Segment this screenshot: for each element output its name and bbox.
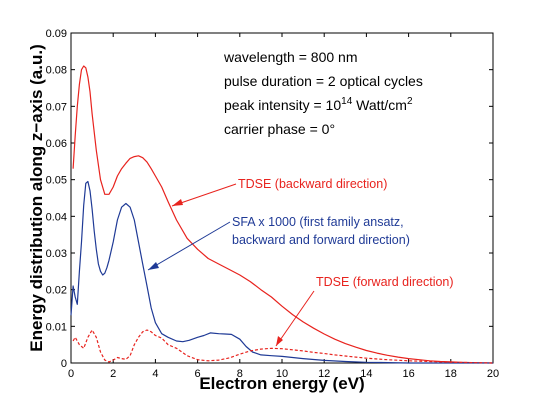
y-tick-label: 0.05: [46, 175, 67, 187]
arrow-sfa: [147, 221, 231, 271]
x-tick-label: 12: [318, 368, 330, 380]
x-tick-label: 16: [402, 368, 414, 380]
info-wavelength: wavelength = 800 nm: [223, 49, 357, 65]
x-tick-label: 2: [110, 368, 116, 380]
parameter-info: wavelength = 800 nm pulse duration = 2 o…: [223, 49, 423, 137]
x-tick-label: 0: [68, 368, 74, 380]
annotations: TDSE (backward direction) SFA x 1000 (fi…: [147, 177, 454, 347]
y-tick-label: 0.06: [46, 138, 67, 150]
arrowhead-tdse-forward: [276, 336, 283, 346]
y-ticks: 0 0.01 0.02 0.03 0.04 0.05 0.06 0.07 0.08 0.09: [46, 28, 493, 370]
x-tick-label: 4: [152, 368, 158, 380]
x-tick-label: 6: [195, 368, 201, 380]
x-tick-label: 20: [487, 368, 499, 380]
arrowhead-tdse-backward: [172, 199, 183, 206]
info-peak-intensity-pre: peak intensity = 10: [224, 97, 341, 113]
y-tick-label: 0.04: [46, 211, 67, 223]
info-carrier-phase: carrier phase = 0°: [224, 121, 335, 137]
annotation-sfa-line2: backward and forward direction): [232, 233, 410, 247]
y-tick-label: 0.03: [46, 248, 67, 260]
arrow-tdse-backward: [171, 183, 237, 207]
x-tick-label: 8: [237, 368, 243, 380]
info-peak-intensity-sup: 2: [407, 96, 413, 107]
y-tick-label: 0.08: [46, 65, 67, 77]
x-axis-label: Electron energy (eV): [199, 374, 364, 393]
y-tick-label: 0.02: [46, 285, 67, 297]
series-line-sfa: [70, 180, 493, 364]
arrow-tdse-forward: [275, 290, 315, 347]
x-tick-label: 18: [445, 368, 457, 380]
annotation-sfa-line1: SFA x 1000 (first family ansatz,: [232, 215, 404, 229]
annotation-tdse-forward: TDSE (forward direction): [316, 275, 454, 289]
y-tick-label: 0.01: [46, 321, 67, 333]
info-pulse-duration: pulse duration = 2 optical cycles: [224, 73, 423, 89]
info-peak-intensity: peak intensity = 1014 Watt/cm2: [224, 96, 413, 113]
info-peak-intensity-unit: Watt/cm: [352, 97, 407, 113]
y-tick-label: 0.09: [46, 28, 67, 40]
info-peak-intensity-exp: 14: [341, 96, 353, 107]
annotation-tdse-backward: TDSE (backward direction): [238, 177, 387, 191]
x-ticks: 0 2 4 6 8 10 12 14 16 18 20: [68, 33, 499, 380]
x-tick-label: 10: [276, 368, 288, 380]
series-line-tdse-forward: [72, 329, 494, 364]
y-tick-label: 0: [61, 358, 67, 370]
x-tick-label: 14: [360, 368, 372, 380]
y-tick-label: 0.07: [46, 101, 67, 113]
y-axis-label: Energy distribution along z−axis (a.u.): [27, 44, 46, 351]
arrowhead-sfa: [148, 262, 159, 270]
